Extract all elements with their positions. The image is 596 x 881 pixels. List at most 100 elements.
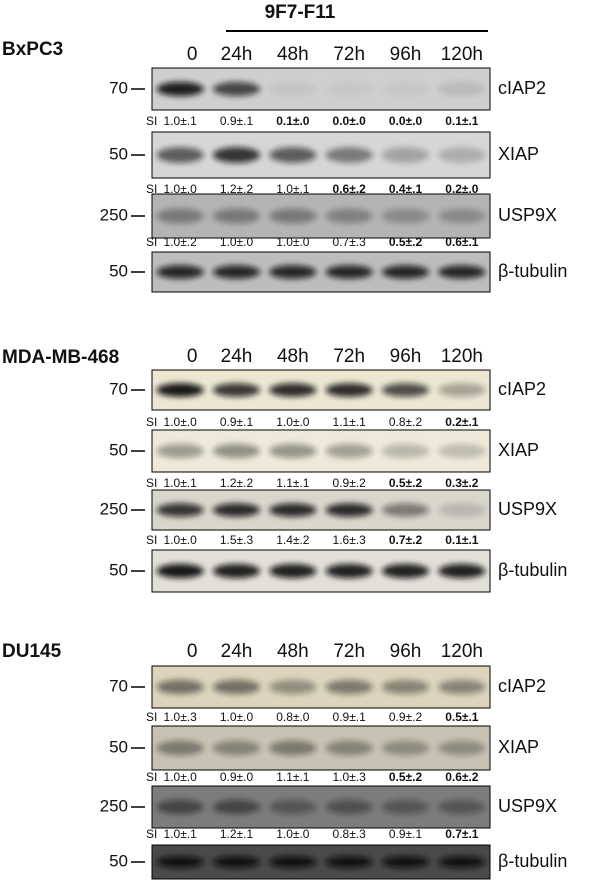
si-value: 1.0±.0 bbox=[164, 415, 198, 429]
si-value: 0.1±.1 bbox=[445, 533, 479, 547]
blot bbox=[151, 131, 491, 179]
si-value: 0.5±.2 bbox=[389, 476, 423, 490]
mw-label: 70 bbox=[109, 379, 128, 398]
si-value: 0.9±.2 bbox=[389, 710, 423, 724]
si-label: SI bbox=[146, 533, 157, 547]
blot bbox=[151, 665, 491, 709]
band bbox=[438, 208, 486, 224]
si-value: 1.0±.0 bbox=[276, 827, 310, 841]
band bbox=[438, 443, 486, 459]
band bbox=[269, 383, 317, 397]
si-label: SI bbox=[146, 182, 157, 196]
si-value: 1.0±.1 bbox=[164, 827, 198, 841]
band bbox=[438, 147, 486, 163]
blot bbox=[151, 785, 491, 829]
band bbox=[438, 740, 486, 756]
si-value: 1.0±.3 bbox=[164, 710, 198, 724]
band bbox=[325, 383, 373, 397]
band bbox=[269, 443, 317, 459]
si-label: SI bbox=[146, 770, 157, 784]
band bbox=[156, 856, 204, 868]
band bbox=[156, 799, 204, 815]
lane-label: 0 bbox=[187, 641, 198, 662]
band bbox=[325, 740, 373, 756]
band bbox=[269, 563, 317, 579]
band bbox=[269, 208, 317, 224]
protein-label: USP9X bbox=[498, 205, 557, 225]
si-value: 0.9±.2 bbox=[333, 476, 367, 490]
band bbox=[325, 443, 373, 459]
protein-label: β-tubulin bbox=[498, 560, 567, 580]
lane-label: 120h bbox=[441, 44, 483, 65]
lane-label: 120h bbox=[441, 641, 483, 662]
band bbox=[381, 503, 430, 517]
band bbox=[438, 383, 486, 397]
lane-label: 96h bbox=[390, 44, 422, 65]
band bbox=[438, 856, 486, 868]
band bbox=[438, 563, 486, 579]
si-value: 1.0±.0 bbox=[220, 710, 254, 724]
lane-label: 24h bbox=[221, 641, 253, 662]
protein-label: XIAP bbox=[498, 144, 539, 164]
protein-label: XIAP bbox=[498, 440, 539, 460]
band bbox=[325, 563, 373, 579]
band bbox=[325, 147, 373, 163]
band bbox=[156, 383, 204, 397]
si-label: SI bbox=[146, 827, 157, 841]
band bbox=[438, 799, 486, 815]
band bbox=[156, 503, 204, 517]
lane-label: 72h bbox=[333, 641, 365, 662]
blot bbox=[151, 489, 491, 531]
protein-label: cIAP2 bbox=[498, 78, 546, 98]
mw-label: 50 bbox=[109, 144, 128, 163]
band bbox=[269, 147, 317, 163]
band bbox=[325, 81, 373, 97]
lane-label: 48h bbox=[277, 641, 309, 662]
blot bbox=[151, 429, 491, 473]
band bbox=[269, 856, 317, 868]
band bbox=[381, 799, 430, 815]
band bbox=[381, 443, 430, 459]
lane-label: 96h bbox=[390, 346, 422, 367]
band bbox=[269, 81, 317, 97]
protein-label: USP9X bbox=[498, 499, 557, 519]
blot bbox=[151, 549, 491, 593]
band bbox=[212, 81, 261, 97]
si-value: 1.0±.2 bbox=[164, 235, 198, 249]
si-value: 0.1±.1 bbox=[445, 114, 479, 128]
si-value: 1.2±.2 bbox=[220, 476, 254, 490]
si-label: SI bbox=[146, 235, 157, 249]
lane-label: 24h bbox=[221, 44, 253, 65]
cell-line: DU145 bbox=[2, 641, 62, 662]
mw-label: 50 bbox=[109, 560, 128, 579]
band bbox=[212, 856, 261, 868]
band bbox=[269, 740, 317, 756]
blot bbox=[151, 725, 491, 771]
blot bbox=[151, 193, 491, 239]
band bbox=[156, 679, 204, 695]
band bbox=[212, 383, 261, 397]
band bbox=[438, 265, 486, 279]
si-value: 0.5±.1 bbox=[445, 710, 479, 724]
si-value: 0.6±.2 bbox=[333, 182, 367, 196]
band bbox=[156, 208, 204, 224]
protein-label: USP9X bbox=[498, 796, 557, 816]
lane-label: 24h bbox=[221, 346, 253, 367]
si-value: 1.0±.1 bbox=[164, 114, 198, 128]
mw-label: 70 bbox=[109, 676, 128, 695]
si-value: 0.0±.0 bbox=[389, 114, 423, 128]
si-value: 0.6±.2 bbox=[445, 770, 479, 784]
protein-label: cIAP2 bbox=[498, 379, 546, 399]
band bbox=[381, 679, 430, 695]
blot bbox=[151, 251, 491, 293]
si-value: 0.2±.0 bbox=[445, 182, 479, 196]
si-value: 0.5±.2 bbox=[389, 235, 423, 249]
band bbox=[325, 799, 373, 815]
band bbox=[156, 147, 204, 163]
lane-label: 48h bbox=[277, 346, 309, 367]
si-value: 0.9±.1 bbox=[220, 114, 254, 128]
si-value: 0.9±.1 bbox=[333, 710, 367, 724]
band bbox=[269, 265, 317, 279]
si-value: 0.1±.0 bbox=[276, 114, 310, 128]
